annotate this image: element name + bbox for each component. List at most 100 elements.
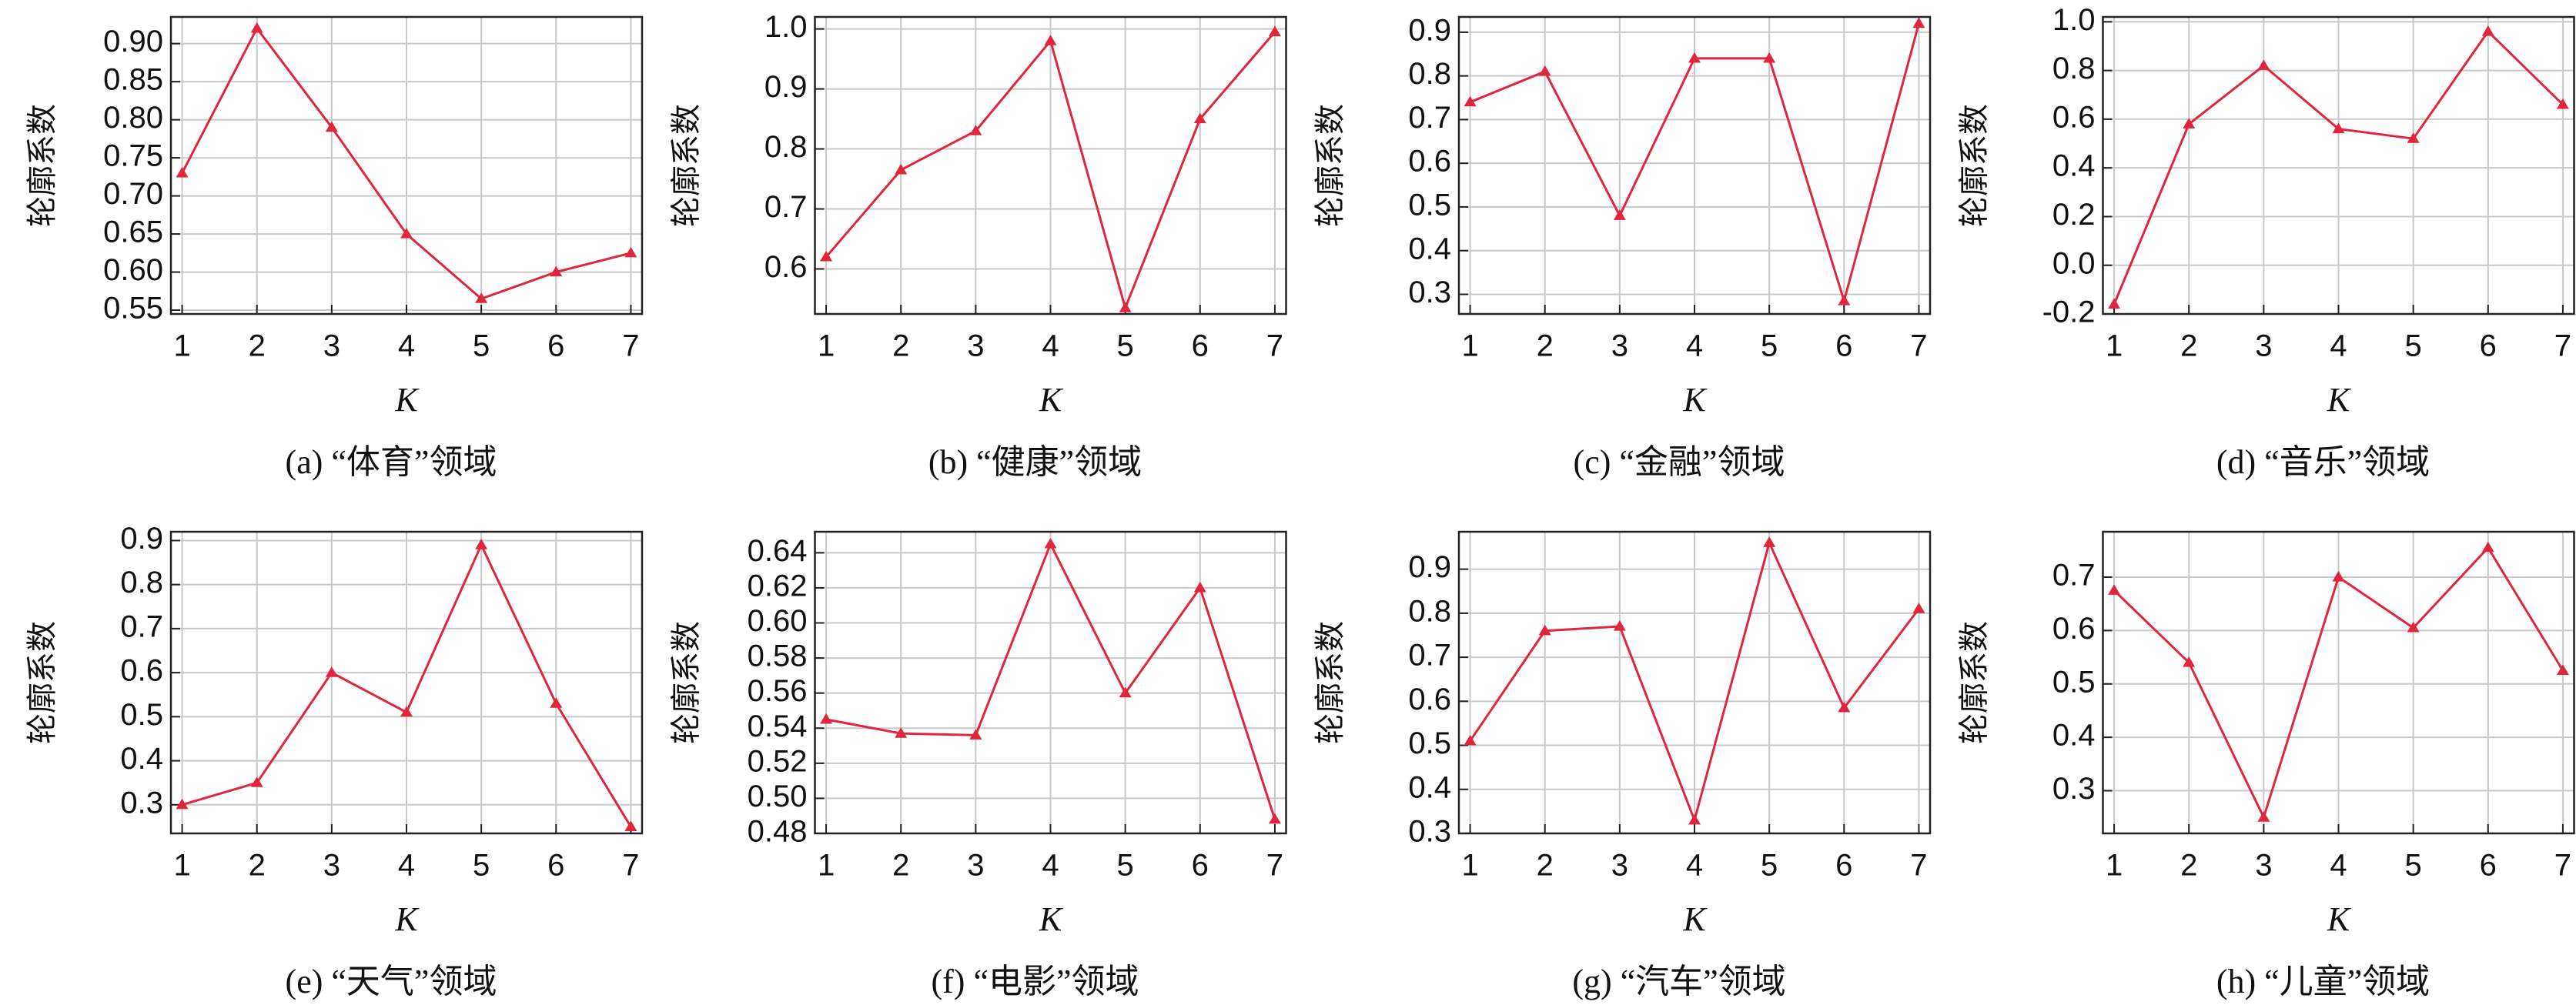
y-tick-label: 0.60 — [103, 253, 163, 287]
x-axis-label: K — [1682, 900, 1708, 938]
plot-frame — [2102, 15, 2575, 316]
x-tick-label: 6 — [2480, 849, 2497, 883]
marker — [2556, 98, 2569, 109]
plot-frame — [169, 530, 644, 835]
x-tick-label: 4 — [2330, 329, 2347, 363]
x-tick-label: 1 — [2106, 329, 2123, 363]
y-tick-label: 0.7 — [120, 609, 163, 643]
y-tick-label: 0.2 — [2052, 198, 2096, 232]
x-tick-label: 1 — [1461, 849, 1478, 883]
x-tick-label: 3 — [1611, 329, 1628, 363]
marker — [820, 250, 833, 262]
x-tick-label: 3 — [1611, 849, 1628, 883]
x-axis-label: K — [394, 900, 420, 938]
plot-frame — [2102, 530, 2575, 835]
x-tick-label: 1 — [818, 849, 835, 883]
x-tick-label: 4 — [1686, 849, 1703, 883]
y-tick-label: 0.6 — [1408, 683, 1451, 716]
marker — [2332, 122, 2345, 134]
y-tick-label: 0.5 — [1408, 726, 1451, 760]
y-tick-label: 0.58 — [748, 639, 808, 673]
y-tick-label: 0.4 — [120, 742, 163, 776]
marker — [2108, 584, 2121, 595]
y-tick-label: 0.6 — [2052, 612, 2096, 646]
x-axis-label: K — [1039, 381, 1064, 419]
plot-frame — [814, 15, 1287, 316]
x-tick-label: 1 — [1461, 329, 1478, 363]
x-tick-label: 3 — [2255, 849, 2272, 883]
y-tick-label: 0.6 — [120, 654, 163, 688]
marker — [1464, 95, 1477, 107]
marker — [1613, 620, 1626, 631]
x-axis-label: K — [2327, 381, 2352, 419]
y-tick-label: 0.60 — [748, 604, 808, 638]
x-tick-label: 3 — [323, 849, 340, 883]
x-tick-label: 5 — [473, 329, 490, 363]
x-tick-label: 3 — [967, 849, 984, 883]
y-tick-label: 0.3 — [1408, 275, 1451, 309]
y-tick-label: 0.8 — [764, 130, 808, 164]
y-tick-label: 0.70 — [103, 177, 163, 211]
marker — [1538, 624, 1551, 636]
marker — [1688, 813, 1701, 825]
subplot: 0.3 0.4 0.5 0.6 0.7 0.8 0.9 1 2 3 4 5 6 7 K 轮廓系数 (c) “金融… — [1313, 13, 1932, 481]
x-tick-label: 2 — [892, 329, 909, 363]
y-tick-label: 0.75 — [103, 139, 163, 173]
y-tick-label: 1.0 — [764, 10, 808, 44]
y-tick-label: 0.52 — [748, 744, 808, 778]
x-tick-label: 2 — [2180, 329, 2197, 363]
x-tick-label: 4 — [1042, 849, 1059, 883]
subplot-caption: (a) “体育”领域 — [286, 443, 497, 481]
marker — [2257, 59, 2270, 70]
marker — [1044, 537, 1057, 549]
plot-frame — [1457, 530, 1932, 835]
marker — [2257, 811, 2270, 822]
x-tick-label: 4 — [2330, 849, 2347, 883]
marker — [475, 539, 488, 549]
x-axis-label: K — [394, 381, 420, 419]
marker — [1119, 686, 1132, 698]
x-axis-label: K — [2327, 900, 2352, 938]
x-tick-label: 6 — [1192, 849, 1209, 883]
y-tick-label: 0.9 — [1408, 13, 1451, 47]
y-tick-label: 0.90 — [103, 25, 163, 58]
marker — [1193, 112, 1206, 124]
marker — [820, 713, 833, 724]
subplot: 0.480.500.520.540.560.580.600.620.64 1 2 3 4… — [669, 530, 1287, 1000]
x-tick-label: 7 — [622, 849, 639, 883]
x-tick-label: 3 — [2255, 329, 2272, 363]
x-tick-label: 7 — [2554, 329, 2571, 363]
marker — [1268, 25, 1281, 37]
y-tick-label: 0.48 — [748, 815, 808, 849]
marker — [1044, 35, 1057, 45]
plot-frame — [814, 530, 1287, 835]
marker — [1912, 17, 1925, 28]
y-tick-label: 0.5 — [120, 698, 163, 732]
x-tick-label: 1 — [2106, 849, 2123, 883]
x-tick-label: 2 — [249, 329, 266, 363]
y-tick-label: 0.65 — [103, 215, 163, 249]
y-tick-label: 0.6 — [764, 250, 808, 284]
x-tick-label: 6 — [547, 849, 564, 883]
y-axis-label: 轮廓系数 — [25, 621, 60, 744]
y-tick-label: 0.4 — [1408, 770, 1451, 804]
marker — [1119, 302, 1132, 312]
y-tick-label: 0.85 — [103, 63, 163, 97]
x-tick-label: 2 — [249, 849, 266, 883]
y-tick-label: 0.5 — [1408, 188, 1451, 222]
marker — [400, 228, 413, 239]
marker — [2332, 570, 2345, 582]
x-tick-label: 5 — [1117, 329, 1134, 363]
x-tick-label: 5 — [1117, 849, 1134, 883]
y-tick-label: 0.50 — [748, 780, 808, 813]
y-tick-label: 0.8 — [1408, 57, 1451, 91]
subplot: 0.3 0.4 0.5 0.6 0.7 1 2 3 4 5 6 7 K 轮廓系数 (h) “儿童”领域 — [1957, 530, 2575, 1000]
x-tick-label: 7 — [1266, 329, 1283, 363]
marker — [969, 729, 982, 740]
y-tick-label: 0.4 — [2052, 149, 2096, 183]
marker — [2407, 132, 2420, 143]
x-tick-label: 4 — [1042, 329, 1059, 363]
marker — [325, 121, 338, 132]
y-tick-label: 0.8 — [120, 566, 163, 599]
